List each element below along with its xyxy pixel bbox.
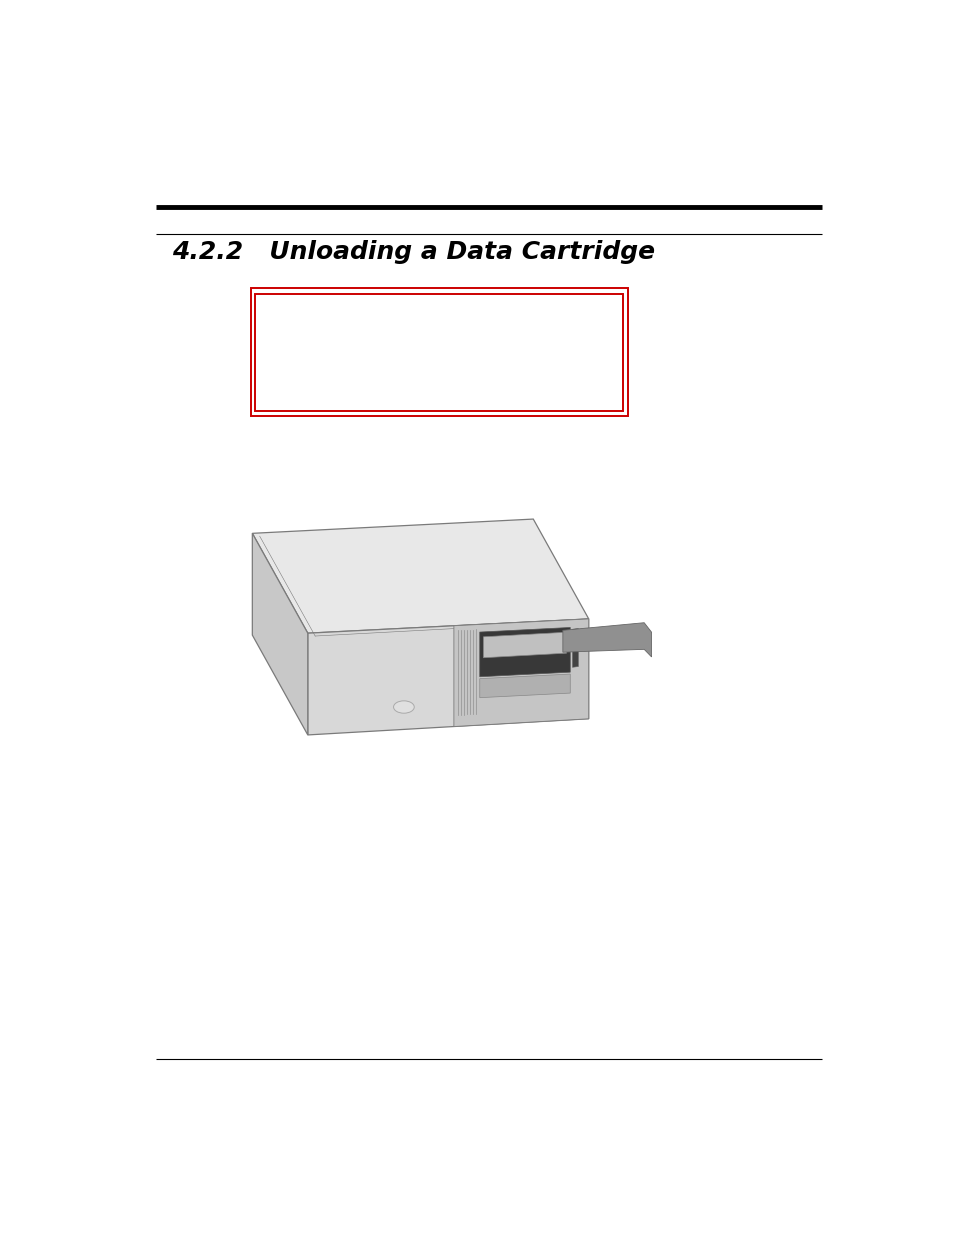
Polygon shape bbox=[479, 674, 570, 698]
Bar bbox=[251, 288, 627, 416]
Polygon shape bbox=[479, 627, 570, 677]
Polygon shape bbox=[572, 629, 578, 646]
Polygon shape bbox=[454, 619, 588, 726]
Polygon shape bbox=[572, 650, 578, 667]
Text: 4.2.2   Unloading a Data Cartridge: 4.2.2 Unloading a Data Cartridge bbox=[172, 241, 655, 264]
Ellipse shape bbox=[394, 700, 414, 713]
Polygon shape bbox=[483, 632, 566, 658]
Polygon shape bbox=[252, 534, 308, 735]
Polygon shape bbox=[308, 619, 588, 735]
Polygon shape bbox=[562, 622, 651, 657]
Bar bbox=[255, 294, 623, 411]
Polygon shape bbox=[252, 519, 588, 634]
